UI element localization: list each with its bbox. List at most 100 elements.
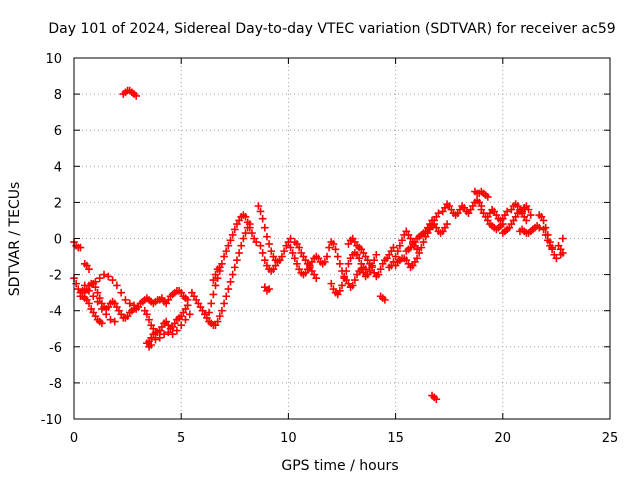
x-tick-label: 5 (177, 431, 185, 446)
data-point (559, 234, 567, 243)
x-tick-label: 0 (70, 431, 78, 446)
data-point (258, 249, 267, 257)
data-point (548, 243, 556, 252)
data-point (381, 296, 389, 304)
data-point (293, 259, 301, 268)
data-point (121, 296, 130, 304)
y-axis-label: SDTVAR / TECUs (7, 182, 23, 297)
data-point (173, 326, 181, 335)
data-point (246, 223, 254, 232)
data-point (286, 234, 295, 243)
data-point (336, 259, 344, 268)
data-point (143, 310, 151, 319)
data-point (265, 240, 273, 248)
data-point (102, 310, 110, 319)
data-point (231, 225, 239, 234)
data-points (70, 86, 567, 403)
data-point (535, 223, 544, 232)
data-point (524, 205, 533, 214)
data-point (226, 278, 235, 286)
data-point (104, 272, 113, 281)
data-point (256, 241, 265, 250)
data-point (211, 270, 220, 279)
data-point (145, 315, 153, 324)
data-point (434, 209, 443, 218)
x-tick-label: 15 (387, 431, 404, 446)
data-point (271, 261, 280, 270)
data-point (100, 270, 108, 279)
data-point (117, 288, 125, 297)
data-point (95, 274, 104, 283)
y-tick-label: -8 (49, 377, 62, 392)
data-point (76, 292, 85, 301)
data-point (93, 288, 102, 297)
data-point (207, 299, 216, 308)
data-point (85, 287, 93, 295)
data-point (280, 247, 288, 255)
data-point (215, 312, 224, 320)
data-point (261, 223, 269, 232)
data-point (396, 241, 404, 250)
chart-title: Day 101 of 2024, Sidereal Day-to-day VTE… (48, 21, 615, 37)
data-point (355, 254, 363, 263)
y-tick-label: 8 (54, 88, 62, 103)
data-point (432, 395, 441, 403)
x-axis-label: GPS time / hours (281, 458, 398, 474)
y-tick-label: 0 (54, 233, 62, 248)
data-point (295, 243, 303, 252)
x-tick-label: 10 (280, 431, 297, 446)
data-point (220, 252, 228, 261)
data-point (185, 310, 194, 319)
y-tick-label: -4 (49, 305, 62, 320)
data-point (331, 245, 340, 254)
data-point (333, 252, 342, 261)
data-point (258, 214, 267, 223)
data-point (336, 287, 344, 295)
data-point (265, 285, 273, 293)
data-point (183, 301, 192, 310)
data-point (252, 238, 261, 246)
data-point (160, 330, 168, 338)
data-point (215, 263, 224, 272)
data-point (220, 299, 228, 308)
data-point (361, 265, 370, 273)
data-point (151, 335, 160, 344)
data-point (78, 287, 87, 295)
data-point (110, 317, 119, 326)
data-point (233, 256, 241, 264)
data-point (98, 305, 106, 313)
data-point (168, 330, 177, 338)
data-point (288, 249, 297, 257)
data-point (222, 292, 231, 301)
data-point (340, 274, 348, 283)
data-point (80, 281, 89, 290)
data-point (213, 317, 222, 326)
data-point (205, 308, 213, 317)
data-point (370, 256, 378, 264)
data-point (391, 252, 400, 261)
y-tick-label: 6 (54, 124, 62, 139)
data-point (224, 285, 233, 293)
data-point (368, 263, 376, 272)
tick-labels: 0 5 10 15 20 25 -10 -8 -6 -4 -2 0 2 4 6 8 10 (41, 52, 619, 446)
data-point (164, 328, 173, 337)
data-point (539, 216, 548, 225)
data-point (321, 258, 329, 266)
data-point (241, 213, 250, 221)
grid-lines (74, 58, 610, 419)
data-point (243, 218, 252, 227)
data-point (329, 240, 338, 248)
data-point (291, 254, 299, 263)
data-point (415, 249, 423, 257)
y-tick-label: 2 (54, 196, 62, 211)
data-point (443, 220, 451, 228)
data-point (419, 238, 428, 246)
data-point (342, 267, 351, 275)
data-point (125, 299, 134, 308)
data-point (344, 259, 353, 268)
data-point (556, 250, 565, 259)
data-point (286, 243, 295, 252)
data-point (539, 225, 548, 234)
data-point (108, 276, 117, 284)
data-point (323, 252, 331, 261)
